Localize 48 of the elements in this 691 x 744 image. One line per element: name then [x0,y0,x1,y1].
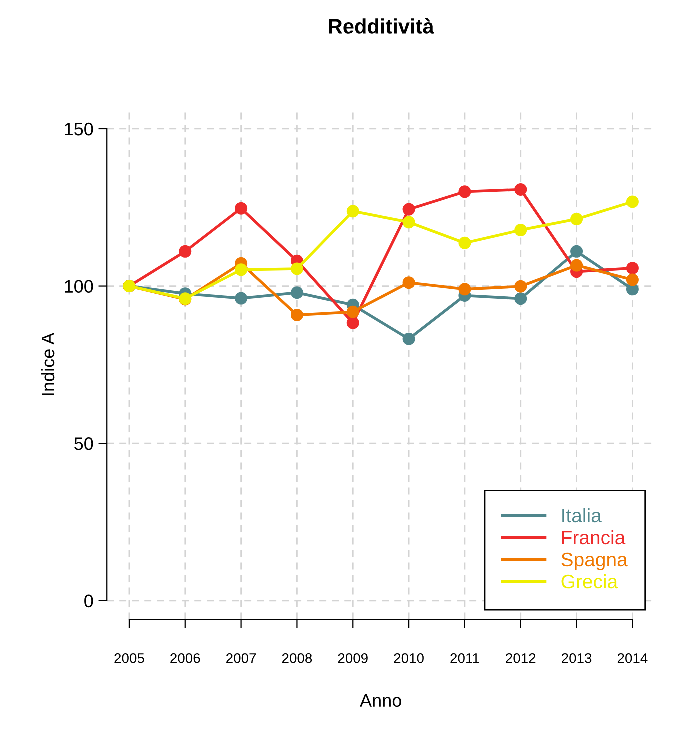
x-tick-label: 2007 [226,653,256,664]
point [626,274,639,286]
point [570,245,584,258]
point [458,186,472,198]
y-axis-title: Indice A [41,332,55,396]
x-axis-title: Anno [360,694,402,708]
point [570,213,584,226]
point [402,216,416,229]
point [346,205,360,218]
legend-label: Grecia [562,574,618,589]
point [235,202,248,215]
point [570,259,584,272]
point [402,203,416,216]
y-tick-label: 150 [65,122,94,136]
point [458,283,472,296]
point [290,286,304,300]
y-tick-label: 0 [84,594,94,608]
x-tick-label: 2010 [394,653,424,664]
y-tick-label: 100 [65,280,94,294]
point [626,196,639,208]
point [290,308,304,322]
point [514,280,528,293]
y-tick-label: 50 [74,438,94,450]
x-tick-label: 2014 [618,653,648,664]
point [402,276,416,290]
x-tick-label: 2005 [114,653,144,664]
point [235,292,248,305]
chart-title: Redditività [329,18,434,34]
x-tick-label: 2011 [450,653,480,664]
point [235,264,248,276]
point [290,262,304,276]
point [514,292,528,306]
point [179,245,192,258]
point [346,306,360,318]
legend-label: Italia [562,508,602,523]
x-tick-label: 2013 [562,653,592,664]
point [514,183,528,196]
point [402,332,416,346]
point [458,236,472,250]
x-tick-label: 2006 [170,653,200,664]
x-tick-label: 2008 [282,653,312,664]
point [514,224,528,237]
legend-label: Spagna [562,552,628,571]
x-tick-label: 2012 [506,653,536,664]
point [346,316,360,330]
legend-label: Francia [562,530,626,545]
point [626,262,639,275]
x-tick-label: 2009 [338,653,368,664]
